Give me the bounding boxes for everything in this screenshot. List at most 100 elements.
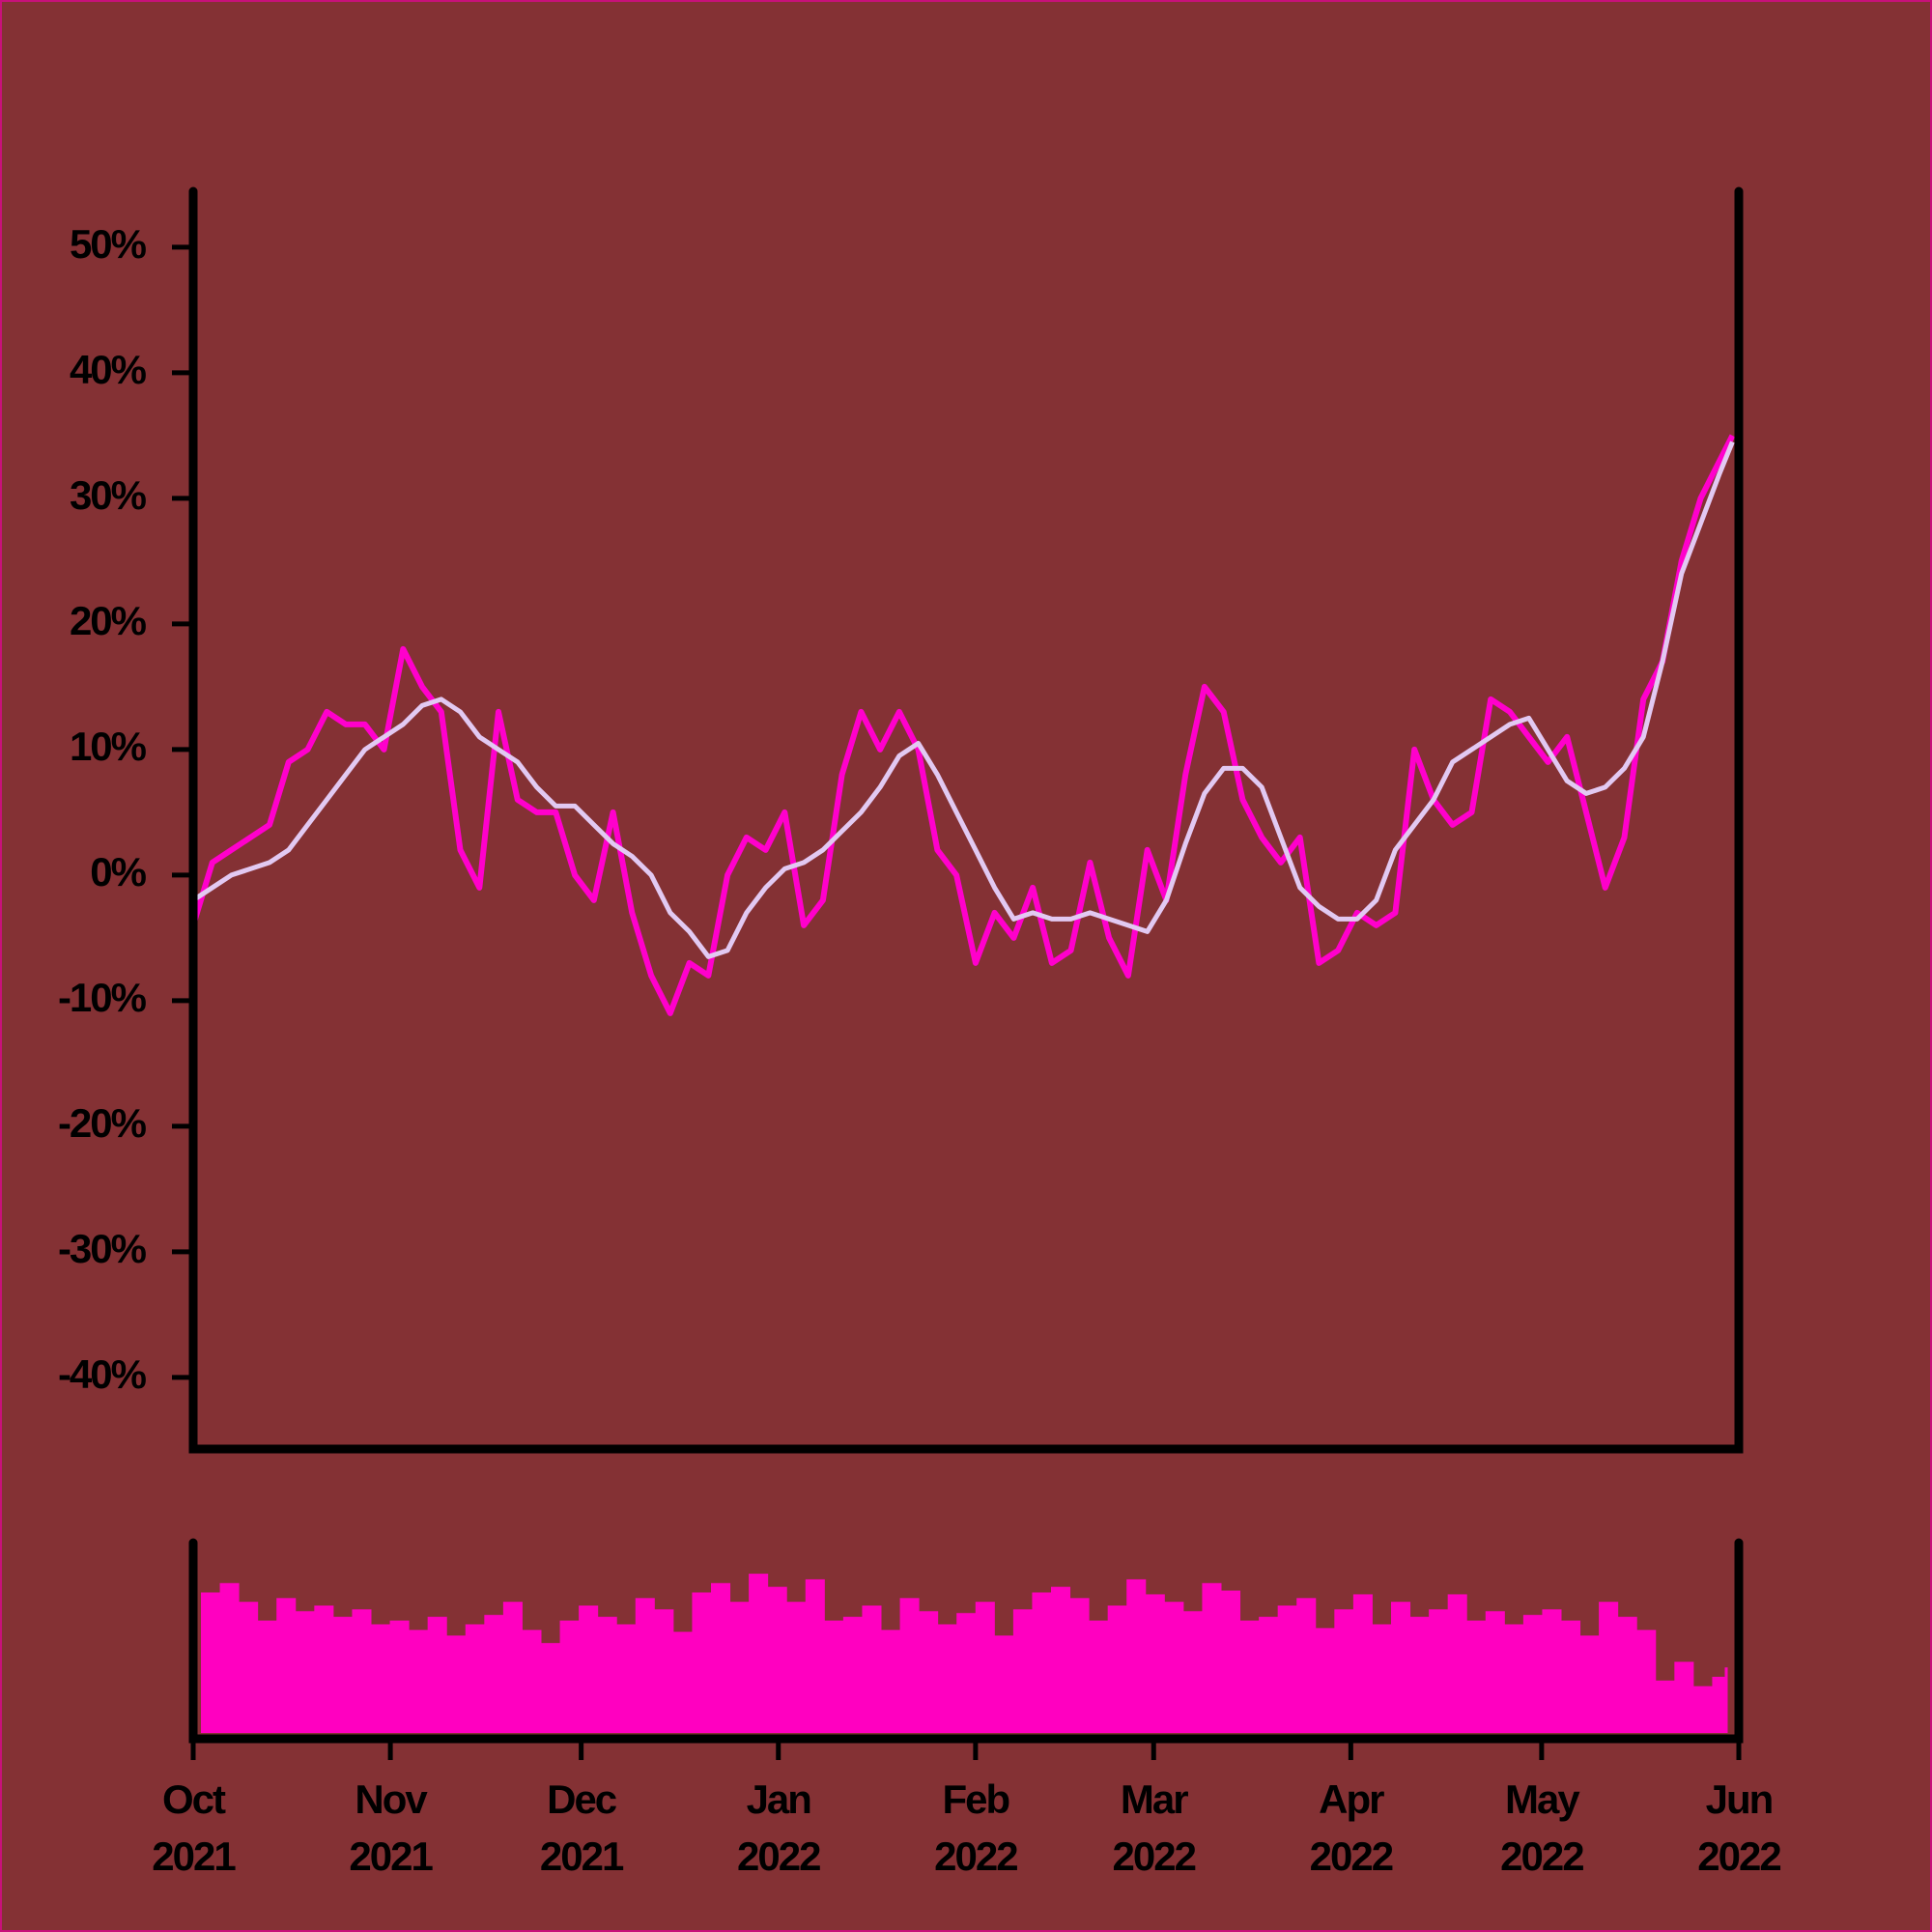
volume-bar (1126, 1578, 1147, 1733)
x-tick-label-line: 2022 (934, 1833, 1017, 1879)
x-tick-label: Jun 2022 (1697, 1776, 1780, 1879)
volume-bar (559, 1620, 580, 1733)
volume-bar (1315, 1628, 1335, 1733)
volume-bar (975, 1602, 995, 1733)
volume-bar (239, 1602, 259, 1733)
volume-bar (541, 1642, 561, 1733)
volume-bar (1202, 1582, 1222, 1733)
volume-bar (1391, 1602, 1411, 1733)
volume-bar (1724, 1667, 1728, 1733)
volume-bar (1636, 1630, 1657, 1733)
x-tick-label: Oct 2021 (152, 1776, 236, 1879)
x-tick-label-line: Feb (943, 1776, 1009, 1822)
volume-bar (1239, 1620, 1260, 1733)
volume-bar (427, 1616, 447, 1733)
volume-bar (371, 1624, 391, 1733)
x-tick-label-line: Mar (1121, 1776, 1188, 1822)
volume-bar (1032, 1592, 1052, 1733)
volume-bar (1599, 1602, 1619, 1733)
volume-bar (257, 1620, 277, 1733)
volume-bar (1655, 1680, 1675, 1733)
volume-bar (805, 1578, 825, 1733)
volume-bar (276, 1598, 297, 1733)
axes: 50% 40% 30% 20% 10% 0% -10% -20% -30% -40% Oct 2021… (58, 186, 1782, 1879)
x-tick-label-line: Jun (1706, 1776, 1773, 1822)
x-tick-label: Jan 2022 (737, 1776, 820, 1879)
volume-bar (1352, 1594, 1373, 1733)
x-tick-label-line: 2021 (349, 1833, 433, 1879)
volume-bar (899, 1598, 920, 1733)
x-tick-label-line: 2022 (1500, 1833, 1583, 1879)
volume-panel (201, 1574, 1728, 1733)
volume-bar (1107, 1605, 1127, 1733)
volume-bar (579, 1605, 599, 1733)
volume-bar (1542, 1608, 1562, 1733)
volume-bar (1259, 1616, 1279, 1733)
volume-bar (842, 1616, 863, 1733)
volume-bar (352, 1608, 372, 1733)
volume-bar (1447, 1594, 1467, 1733)
volume-bar (1409, 1616, 1430, 1733)
x-tick-label-line: 2022 (1697, 1833, 1780, 1879)
y-tick-label: -40% (58, 1351, 147, 1397)
volume-bar (502, 1602, 523, 1733)
volume-bar (1296, 1598, 1317, 1733)
x-tick-label: Nov 2021 (349, 1776, 433, 1879)
x-tick-label-line: 2022 (1310, 1833, 1393, 1879)
series-line (190, 434, 1736, 1016)
volume-bar (1579, 1635, 1600, 1733)
volume-bar (1429, 1608, 1449, 1733)
volume-bar (1504, 1624, 1524, 1733)
volume-bar (1522, 1614, 1543, 1733)
volume-bar (862, 1605, 882, 1733)
price-frame (188, 186, 1744, 1454)
volume-bar (295, 1610, 315, 1733)
volume-bar (616, 1624, 637, 1733)
volume-bar (635, 1598, 655, 1733)
volume-bar (201, 1592, 221, 1733)
x-tick-label-line: May (1505, 1776, 1580, 1822)
volume-bar (1089, 1620, 1109, 1733)
volume-bar (314, 1605, 334, 1733)
x-tick-label-line: Oct (162, 1776, 226, 1822)
volume-bar (994, 1635, 1014, 1733)
x-tick-label-line: 2021 (152, 1833, 236, 1879)
volume-bar (937, 1624, 957, 1733)
y-tick-label: -30% (58, 1226, 147, 1271)
x-tick-label: Feb 2022 (934, 1776, 1017, 1879)
y-tick-label: 20% (70, 598, 147, 643)
y-tick-label: -20% (58, 1100, 147, 1146)
volume-bar (786, 1602, 807, 1733)
volume-bar (1145, 1594, 1165, 1733)
volume-bar (919, 1610, 939, 1733)
x-tick-label: Mar 2022 (1113, 1776, 1196, 1879)
x-tick-label-line: 2021 (540, 1833, 624, 1879)
volume-bar (672, 1632, 693, 1733)
volume-bar (1372, 1624, 1392, 1733)
y-tick-label: 30% (70, 472, 147, 518)
volume-bar (692, 1592, 712, 1733)
volume-bar (1692, 1686, 1713, 1733)
volume-bar (1485, 1610, 1505, 1733)
volume-bar (956, 1612, 977, 1733)
series-line (191, 440, 1735, 959)
x-tick-label: Dec 2021 (540, 1776, 624, 1879)
volume-bar (1674, 1662, 1694, 1733)
volume-bar (1012, 1608, 1033, 1733)
x-tick-label-line: 2022 (737, 1833, 820, 1879)
volume-bar (446, 1635, 467, 1733)
volume-bar (1334, 1608, 1354, 1733)
volume-bar (1466, 1620, 1487, 1733)
volume-bar (409, 1630, 429, 1733)
volume-bar (389, 1620, 410, 1733)
x-tick-label-line: Nov (355, 1776, 428, 1822)
x-tick-label-line: Jan (747, 1776, 811, 1822)
volume-bar (465, 1624, 485, 1733)
x-tick-label: Apr 2022 (1310, 1776, 1393, 1879)
volume-bar (1277, 1605, 1297, 1733)
x-tick-label-line: Apr (1319, 1776, 1384, 1822)
volume-bar (1164, 1602, 1184, 1733)
volume-bar (597, 1616, 617, 1733)
